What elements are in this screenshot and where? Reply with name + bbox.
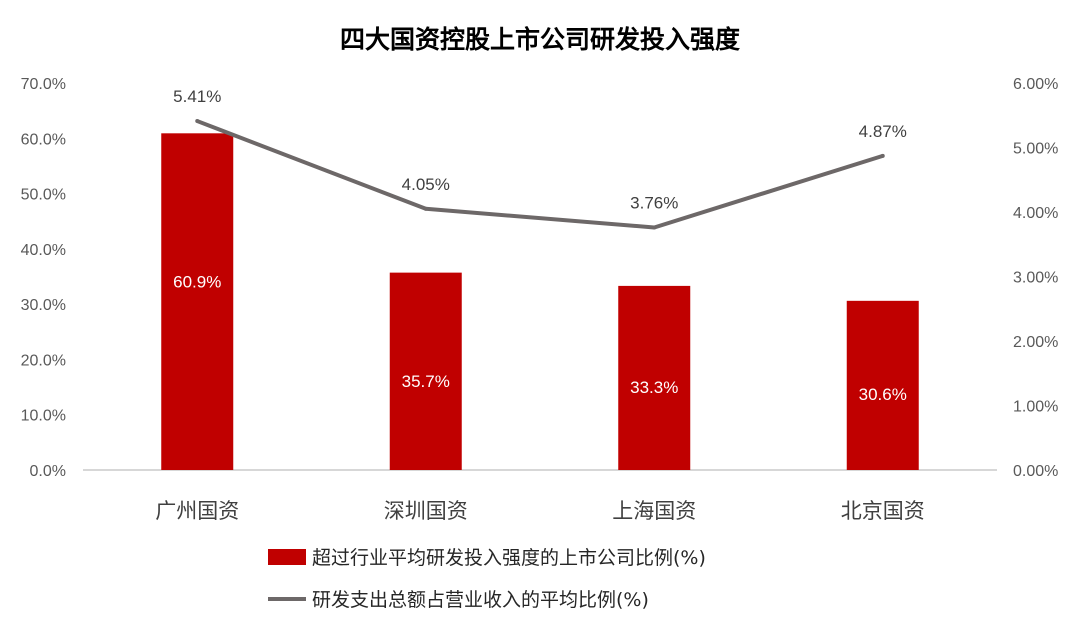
legend-bar-label: 超过行业平均研发投入强度的上市公司比例(%) bbox=[312, 547, 706, 569]
legend: 超过行业平均研发投入强度的上市公司比例(%) 研发支出总额占营业收入的平均比例(… bbox=[268, 547, 706, 611]
category-label: 上海国资 bbox=[612, 499, 696, 523]
line-point bbox=[423, 206, 428, 211]
category-label: 深圳国资 bbox=[384, 499, 468, 523]
right-axis-tick-label: 3.00% bbox=[1013, 270, 1058, 287]
category-label: 北京国资 bbox=[841, 499, 925, 523]
legend-bar-swatch bbox=[268, 549, 306, 565]
bar-data-label: 35.7% bbox=[402, 372, 450, 391]
bar bbox=[161, 133, 234, 470]
left-axis-tick-label: 50.0% bbox=[21, 187, 66, 204]
bar bbox=[389, 272, 462, 470]
bar-data-label: 60.9% bbox=[173, 272, 221, 291]
left-axis: 0.0% 10.0% 20.0% 30.0% 40.0% 50.0% 60.0% 70.0% bbox=[21, 76, 66, 480]
right-axis-tick-label: 1.00% bbox=[1013, 399, 1058, 416]
line-data-label: 4.87% bbox=[859, 122, 907, 141]
line-data-label: 3.76% bbox=[630, 193, 678, 212]
line-point bbox=[880, 153, 885, 158]
line-point bbox=[652, 225, 657, 230]
right-axis: 0.00% 1.00% 2.00% 3.00% 4.00% 5.00% 6.00% bbox=[1013, 76, 1058, 480]
category-labels: 广州国资 深圳国资 上海国资 北京国资 bbox=[155, 499, 925, 523]
bar-data-label: 33.3% bbox=[630, 378, 678, 397]
bar bbox=[846, 300, 919, 470]
chart-title: 四大国资控股上市公司研发投入强度 bbox=[340, 25, 740, 54]
legend-line-label: 研发支出总额占营业收入的平均比例(%) bbox=[312, 589, 649, 611]
right-axis-tick-label: 2.00% bbox=[1013, 334, 1058, 351]
left-axis-tick-label: 0.0% bbox=[30, 463, 66, 480]
left-axis-tick-label: 20.0% bbox=[21, 352, 66, 369]
bar bbox=[618, 285, 691, 470]
line-data-label: 5.41% bbox=[173, 87, 221, 106]
left-axis-tick-label: 60.0% bbox=[21, 131, 66, 148]
right-axis-tick-label: 5.00% bbox=[1013, 141, 1058, 158]
left-axis-tick-label: 10.0% bbox=[21, 408, 66, 425]
category-label: 广州国资 bbox=[155, 499, 239, 523]
right-axis-tick-label: 4.00% bbox=[1013, 205, 1058, 222]
line-point bbox=[195, 119, 200, 124]
bar-series: 60.9% 35.7% 33.3% 30.6% bbox=[161, 133, 919, 470]
left-axis-tick-label: 40.0% bbox=[21, 242, 66, 259]
left-axis-tick-label: 30.0% bbox=[21, 297, 66, 314]
line-data-label: 4.05% bbox=[402, 175, 450, 194]
right-axis-tick-label: 0.00% bbox=[1013, 463, 1058, 480]
right-axis-tick-label: 6.00% bbox=[1013, 76, 1058, 93]
bar-data-label: 30.6% bbox=[859, 385, 907, 404]
line-path bbox=[196, 119, 884, 230]
line-series: 5.41% 4.05% 3.76% 4.87% bbox=[173, 87, 907, 230]
left-axis-tick-label: 70.0% bbox=[21, 76, 66, 93]
